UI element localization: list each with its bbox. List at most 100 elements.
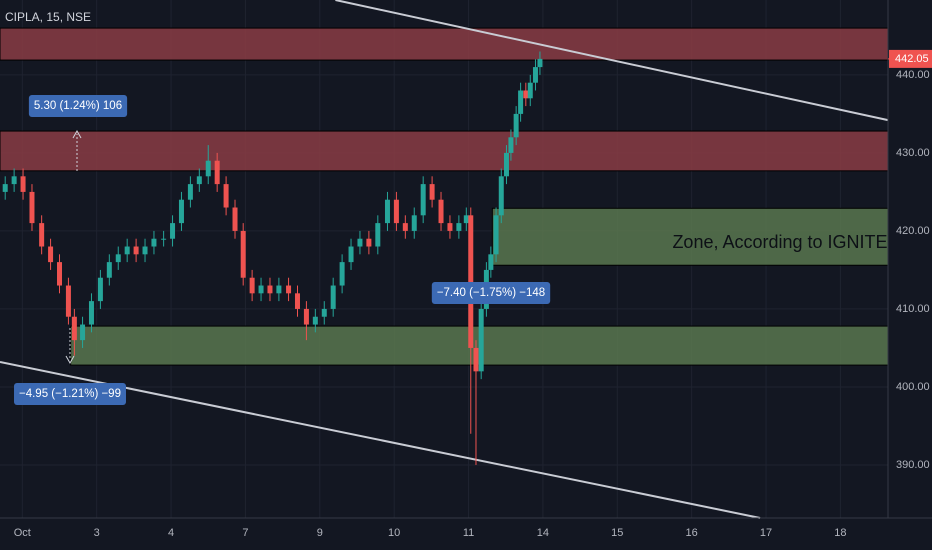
candle-body (518, 90, 524, 114)
candle-body (249, 277, 255, 294)
candle-body (286, 285, 292, 294)
candle-body (420, 184, 426, 216)
x-tick-label: 14 (537, 527, 549, 539)
x-tick-label: 9 (317, 527, 323, 539)
candle-body (187, 184, 193, 200)
candle-body (411, 215, 417, 231)
x-tick-label: 17 (760, 527, 772, 539)
candle-body (468, 215, 474, 348)
candle-body (429, 184, 435, 200)
measure-arrow (72, 129, 82, 139)
candle-body (106, 262, 112, 278)
y-tick-label: 440.00 (896, 69, 930, 81)
candle-body (39, 223, 45, 247)
candle-body (366, 238, 372, 247)
price-axis (888, 0, 932, 550)
candle-body (205, 160, 211, 177)
candle-body (384, 199, 390, 224)
candle-body (2, 184, 8, 192)
candle-body (493, 215, 499, 255)
candle-body (267, 285, 273, 294)
candle-body (402, 223, 408, 231)
y-tick-label: 390.00 (896, 459, 930, 471)
candle-body (88, 301, 94, 325)
trend-line (335, 0, 889, 122)
candle-body (513, 113, 519, 138)
candle-body (161, 238, 167, 240)
chart-title: CIPLA, 15, NSE (5, 10, 91, 24)
x-tick-label: 3 (94, 527, 100, 539)
candle-body (321, 308, 327, 317)
measure-label: 5.30 (1.24%) 106 (34, 100, 122, 112)
candle-body (11, 176, 17, 185)
candle-body (196, 176, 202, 185)
candle-body (375, 223, 381, 247)
candle-body (20, 176, 26, 192)
candle-body (133, 246, 139, 255)
x-tick-label: 18 (834, 527, 846, 539)
candle-body (97, 277, 103, 302)
measure-label: −7.40 (−1.75%) −148 (437, 287, 545, 299)
y-tick-label: 400.00 (896, 381, 930, 393)
candle-body (339, 262, 345, 286)
candle-body (151, 238, 157, 247)
candle-body (276, 285, 282, 294)
candle-body (498, 176, 504, 216)
measure-arrow (65, 355, 75, 365)
zone-annotation: Zone, According to IGNITE (672, 232, 887, 252)
candle-body (473, 347, 479, 372)
candle-body (48, 246, 54, 263)
x-tick-label: 15 (611, 527, 623, 539)
candle-body (142, 246, 148, 255)
measure-box (28, 95, 128, 117)
candle-body (537, 58, 543, 68)
candle-body (312, 316, 318, 325)
x-tick-label: 7 (242, 527, 248, 539)
zone (491, 207, 889, 266)
candle-body (330, 285, 336, 309)
measure-box (14, 383, 126, 405)
candle-body (303, 308, 309, 325)
x-tick-label: 16 (686, 527, 698, 539)
zone (0, 130, 889, 172)
candle-body (348, 246, 354, 263)
candle-body (294, 293, 300, 309)
candle-body (357, 238, 363, 247)
candle-body (223, 184, 229, 208)
x-tick-label: Oct (14, 527, 31, 539)
candle-body (29, 191, 35, 224)
candle-body (170, 223, 176, 239)
measure-box (431, 282, 551, 304)
candle-body (447, 223, 453, 231)
candle-body (258, 285, 264, 294)
candle-body (56, 262, 62, 286)
x-tick-label: 10 (388, 527, 400, 539)
candle-body (456, 223, 462, 231)
x-tick-label: 11 (463, 527, 474, 539)
last-price-box (889, 49, 932, 68)
trend-line (0, 360, 761, 519)
candle-body (124, 246, 130, 255)
candle-body (532, 67, 538, 83)
candle-body (178, 199, 184, 224)
y-tick-label: 430.00 (896, 147, 930, 159)
candle-body (438, 199, 444, 224)
candle-body (478, 308, 484, 372)
candle-body (393, 199, 399, 224)
zone (0, 27, 889, 61)
candle-body (527, 82, 533, 99)
candle-body (463, 215, 469, 224)
candle-body (80, 324, 86, 341)
y-tick-label: 410.00 (896, 303, 930, 315)
measure-label: −4.95 (−1.21%) −99 (19, 388, 121, 400)
y-tick-label: 420.00 (896, 225, 930, 237)
candle-body (115, 254, 121, 263)
candle-body (503, 152, 509, 177)
candle-body (214, 160, 220, 185)
candle-body (508, 137, 514, 153)
candle-body (71, 316, 77, 341)
candle-body (232, 207, 238, 231)
candle-body (65, 285, 71, 317)
